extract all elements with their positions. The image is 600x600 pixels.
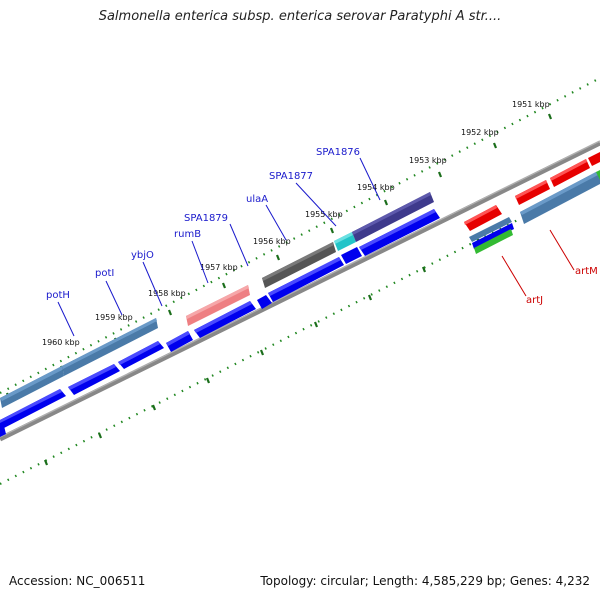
tick-label-1956: 1956 kbp — [253, 237, 291, 246]
tick-label-1952: 1952 kbp — [461, 128, 499, 137]
tick-label-1959: 1959 kbp — [95, 313, 133, 322]
gene-label-ybjO[interactable]: ybjO — [131, 250, 154, 261]
tick-label-1953: 1953 kbp — [409, 156, 447, 165]
gene-label-SPA1877[interactable]: SPA1877 — [269, 171, 313, 182]
gene-bar-SPA1876[interactable] — [352, 192, 434, 242]
gene-label-rumB[interactable]: rumB — [174, 229, 201, 240]
gene-bar-rev-5[interactable] — [194, 301, 256, 338]
gene-bar-rev-3[interactable] — [118, 341, 164, 369]
gene-bar-rev-10[interactable] — [469, 217, 512, 242]
forward-gene-row — [0, 152, 600, 408]
genome-backbone — [0, 140, 600, 442]
tick-label-1954: 1954 kbp — [357, 183, 395, 192]
gene-bar-rev-6[interactable] — [257, 295, 272, 309]
inner-tick-ring — [0, 177, 600, 485]
gene-labels: potH potI ybjO rumB SPA1879 ulaA SPA1877… — [46, 147, 598, 306]
tick-label-1960: 1960 kbp — [42, 338, 80, 347]
tick-label-1958: 1958 kbp — [148, 289, 186, 298]
tick-label-1951: 1951 kbp — [512, 100, 550, 109]
topology-text: Topology: circular; Length: 4,585,229 bp… — [260, 574, 590, 588]
reverse-gene-row — [0, 170, 600, 437]
gene-label-ulaA[interactable]: ulaA — [246, 194, 268, 205]
gene-bar-rev-2[interactable] — [68, 364, 120, 395]
gene-bar-rev-4[interactable] — [166, 331, 193, 352]
gene-bar-ulaA[interactable] — [262, 242, 336, 288]
gene-bar-rev-12[interactable] — [474, 229, 513, 254]
gene-bar-SPA1877[interactable] — [334, 232, 356, 251]
gene-bar-rev-0[interactable] — [0, 426, 6, 437]
gene-bar-artP[interactable] — [588, 152, 600, 166]
gene-label-potI[interactable]: potI — [95, 268, 114, 279]
tick-label-1955: 1955 kbp — [305, 210, 343, 219]
gene-label-SPA1879[interactable]: SPA1879 — [184, 213, 228, 224]
gene-label-artJ[interactable]: artJ — [526, 295, 543, 306]
label-leaders — [57, 157, 575, 337]
accession-text: Accession: NC_006511 — [9, 574, 146, 588]
gene-bar-rev-9[interactable] — [359, 209, 440, 256]
genome-title: Salmonella enterica subsp. enterica sero… — [98, 9, 502, 24]
gene-label-SPA1876[interactable]: SPA1876 — [316, 147, 360, 158]
gene-bar-rev-8[interactable] — [341, 247, 362, 264]
gene-bar-rev-11[interactable] — [472, 223, 514, 249]
gene-bar-artM[interactable] — [515, 180, 550, 205]
gene-bar-artJ[interactable] — [464, 205, 502, 231]
gene-bar-rev-1[interactable] — [0, 389, 66, 430]
gene-bar-rev-7[interactable] — [268, 257, 344, 302]
tick-label-1957: 1957 kbp — [200, 263, 238, 272]
gene-bar-artQ[interactable] — [550, 159, 590, 187]
gene-label-artM[interactable]: artM — [575, 266, 598, 277]
gene-label-potH[interactable]: potH — [46, 290, 70, 301]
tick-labels: 1951 kbp 1952 kbp 1953 kbp 1954 kbp 1955… — [42, 100, 550, 347]
gene-bar-rev-14[interactable] — [596, 170, 600, 180]
